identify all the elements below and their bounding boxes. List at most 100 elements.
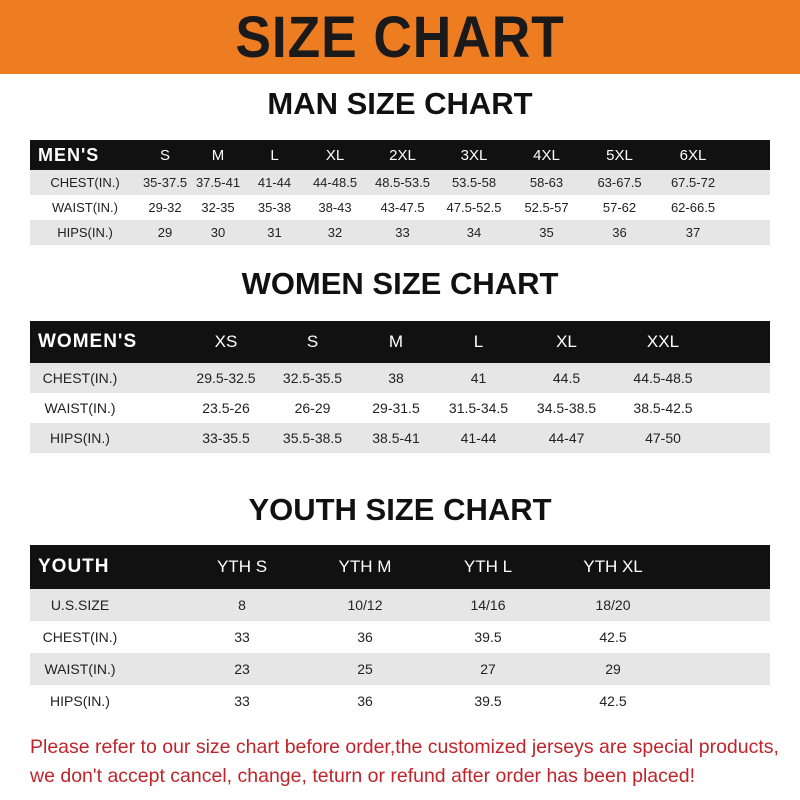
size-header: M [211,146,225,164]
table-row: CHEST(IN.) 29.5-32.5 32.5-35.5 38 41 44.5 44.5… [30,363,770,393]
table-cell: 57-62 [602,200,637,215]
table-cell: 14/16 [470,597,506,613]
size-header: S [159,146,170,164]
table-cell: 41 [470,370,487,386]
table-cell: 47.5-52.5 [446,200,502,215]
table-row: WAIST(IN.) 23.5-26 26-29 29-31.5 31.5-34.5 34… [30,393,770,423]
table-cell: 41-44 [257,175,292,190]
table-cell: 38-43 [318,200,352,215]
row-label: CHEST(IN.) [42,629,118,645]
table-cell: 44-48.5 [312,175,358,190]
size-header: 4XL [533,146,560,164]
table-cell: 35-37.5 [142,175,188,190]
table-cell: 8 [238,597,246,613]
table-cell: 37.5-41 [195,175,241,190]
table-cell: 29 [605,661,621,677]
table-cell: 39.5 [474,693,502,709]
row-label: HIPS(IN.) [57,225,113,240]
banner: SIZE CHART [0,0,800,74]
table-cell: 25 [357,661,373,677]
table-cell: 47-50 [645,430,681,446]
table-cell: 34 [466,225,482,240]
table-cell: 18/20 [595,597,631,613]
table-cell: 23 [234,661,250,677]
notice-line-1: Please refer to our size chart before or… [30,736,779,758]
table-cell: 48.5-53.5 [375,175,430,190]
table-cell: 35 [539,225,554,240]
row-label: WAIST(IN.) [52,200,118,215]
table-row: CHEST(IN.) 33 36 39.5 42.5 [30,621,770,653]
table-cell: 44.5-48.5 [633,370,693,386]
table-cell: 36 [357,693,373,709]
table-cell: 31.5-34.5 [448,400,509,416]
table-cell: 37 [685,225,701,240]
women-size-table: WOMEN'S XS S M L XL XXL CHEST(IN.) 29.5-32.5 32.5… [30,321,770,453]
table-cell: 33 [234,629,250,645]
row-label: HIPS(IN.) [50,430,110,446]
table-cell: 44-47 [548,430,585,446]
table-cell: 29 [157,225,173,240]
size-header: XL [325,146,345,164]
table-row: HIPS(IN.) 29 30 31 32 33 34 35 36 37 [30,220,770,245]
size-header: YTH L [463,557,513,576]
table-cell: 62-66.5 [670,200,716,215]
table-cell: 34.5-38.5 [536,400,597,416]
table-cell: 53.5-58 [451,175,497,190]
table-header-row: WOMEN'S XS S M L XL XXL [30,321,770,363]
table-row: HIPS(IN.) 33-35.5 35.5-38.5 38.5-41 41-44 44-… [30,423,770,453]
table-cell: 23.5-26 [202,400,250,416]
table-cell: 36 [357,629,373,645]
table-header-label: MEN'S [38,144,100,165]
table-cell: 32-35 [201,200,235,215]
size-header: L [270,146,279,164]
table-header-row: MEN'S S M L XL 2XL 3XL 4XL 5XL 6XL [30,140,770,170]
women-section-title: WOMEN SIZE CHART [241,266,559,301]
table-cell: 33-35.5 [202,430,250,446]
row-label: CHEST(IN.) [50,175,120,190]
row-label: WAIST(IN.) [44,661,116,677]
size-header: 2XL [389,146,416,164]
table-cell: 42.5 [599,693,627,709]
table-cell: 44.5 [552,370,581,386]
size-header: S [306,332,319,351]
size-header: 6XL [679,146,707,164]
size-header: M [388,332,404,351]
table-cell: 35-38 [257,200,292,215]
men-size-table: MEN'S S M L XL 2XL 3XL 4XL 5XL 6XL CHEST(IN.) 35-37… [30,140,770,245]
table-cell: 29.5-32.5 [196,370,256,386]
table-header-label: YOUTH [38,556,110,577]
table-cell: 63-67.5 [597,175,642,190]
size-header: YTH XL [583,557,643,576]
table-cell: 58-63 [529,175,564,190]
table-header-row: YOUTH YTH S YTH M YTH L YTH XL [30,545,770,589]
row-label: CHEST(IN.) [42,370,118,386]
table-row: CHEST(IN.) 35-37.5 37.5-41 41-44 44-48.5 48.5… [30,170,770,195]
table-row: U.S.SIZE 8 10/12 14/16 18/20 [30,589,770,621]
size-header: YTH S [216,557,268,576]
size-header: XL [556,332,577,351]
table-cell: 67.5-72 [670,175,716,190]
table-cell: 38.5-41 [372,430,420,446]
youth-size-table: YOUTH YTH S YTH M YTH L YTH XL U.S.SIZE 8 10/12… [30,545,770,717]
youth-section-title: YOUTH SIZE CHART [248,492,552,527]
table-cell: 33 [234,693,250,709]
size-header: YTH M [338,557,392,576]
table-header-label: WOMEN'S [38,331,138,352]
table-cell: 52.5-57 [524,200,569,215]
table-cell: 30 [210,225,226,240]
row-label: WAIST(IN.) [44,400,116,416]
men-section-title: MAN SIZE CHART [267,86,533,121]
table-cell: 26-29 [294,400,331,416]
banner-title: SIZE CHART [235,4,565,70]
notice-line-2: we don't accept cancel, change, teturn o… [30,765,695,787]
table-cell: 43-47.5 [380,200,425,215]
table-cell: 10/12 [347,597,383,613]
table-row: WAIST(IN.) 23 25 27 29 [30,653,770,685]
table-cell: 38 [388,370,404,386]
table-cell: 32.5-35.5 [282,370,343,386]
size-header: XXL [646,332,680,351]
table-row: WAIST(IN.) 29-32 32-35 35-38 38-43 43-47.5 47.… [30,195,770,220]
table-cell: 32 [327,225,343,240]
row-label: HIPS(IN.) [50,693,110,709]
size-header: 5XL [606,146,633,164]
